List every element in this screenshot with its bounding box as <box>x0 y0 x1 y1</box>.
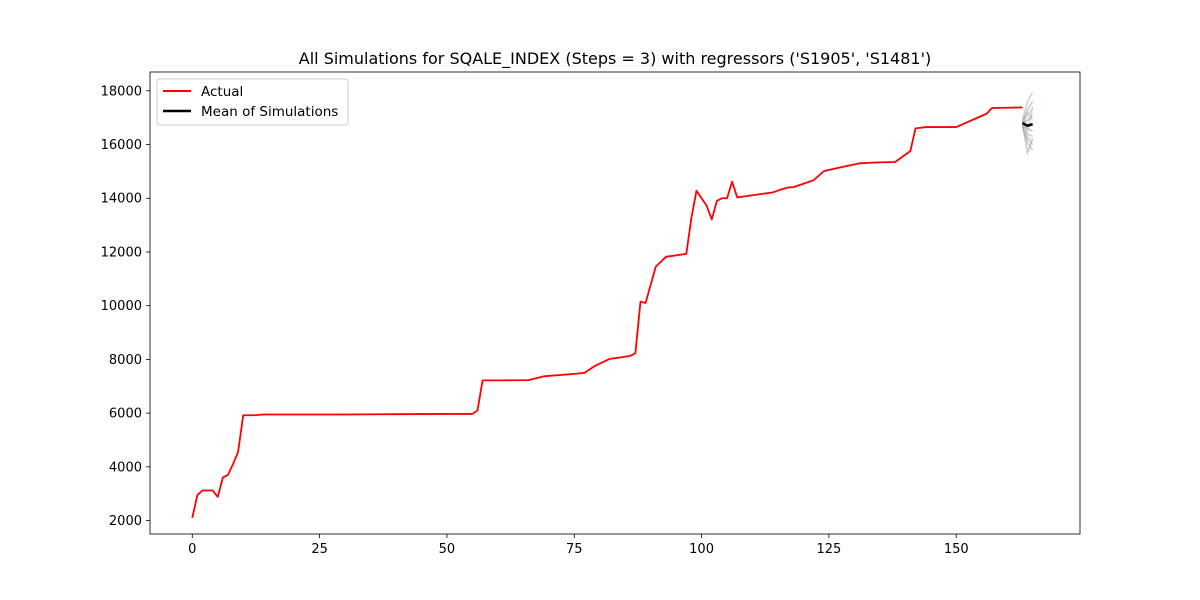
y-tick-label: 18000 <box>101 84 142 99</box>
plot-area <box>150 72 1080 534</box>
x-tick-label: 150 <box>944 542 969 557</box>
legend-actual-label: Actual <box>201 84 243 100</box>
y-tick-label: 8000 <box>109 353 142 368</box>
y-tick-label: 12000 <box>101 245 142 260</box>
y-tick-label: 2000 <box>109 514 142 529</box>
y-tick-label: 16000 <box>101 138 142 153</box>
y-tick-label: 14000 <box>101 192 142 207</box>
x-tick-label: 125 <box>816 542 841 557</box>
y-tick-label: 10000 <box>101 299 142 314</box>
x-tick-label: 25 <box>311 542 328 557</box>
x-tick-label: 0 <box>188 542 196 557</box>
y-tick-label: 6000 <box>109 407 142 422</box>
chart-title: All Simulations for SQALE_INDEX (Steps =… <box>299 49 931 69</box>
x-tick-label: 100 <box>689 542 714 557</box>
y-tick-label: 4000 <box>109 460 142 475</box>
x-tick-label: 50 <box>439 542 456 557</box>
x-tick-label: 75 <box>566 542 583 557</box>
legend-mean-label: Mean of Simulations <box>201 104 338 120</box>
x-axis: 0 25 50 75 100 125 150 <box>188 534 969 557</box>
legend: Actual Mean of Simulations <box>157 79 348 125</box>
y-axis: 2000 4000 6000 8000 10000 12000 14000 16000 1800… <box>101 84 150 529</box>
plot-background <box>150 72 1080 534</box>
